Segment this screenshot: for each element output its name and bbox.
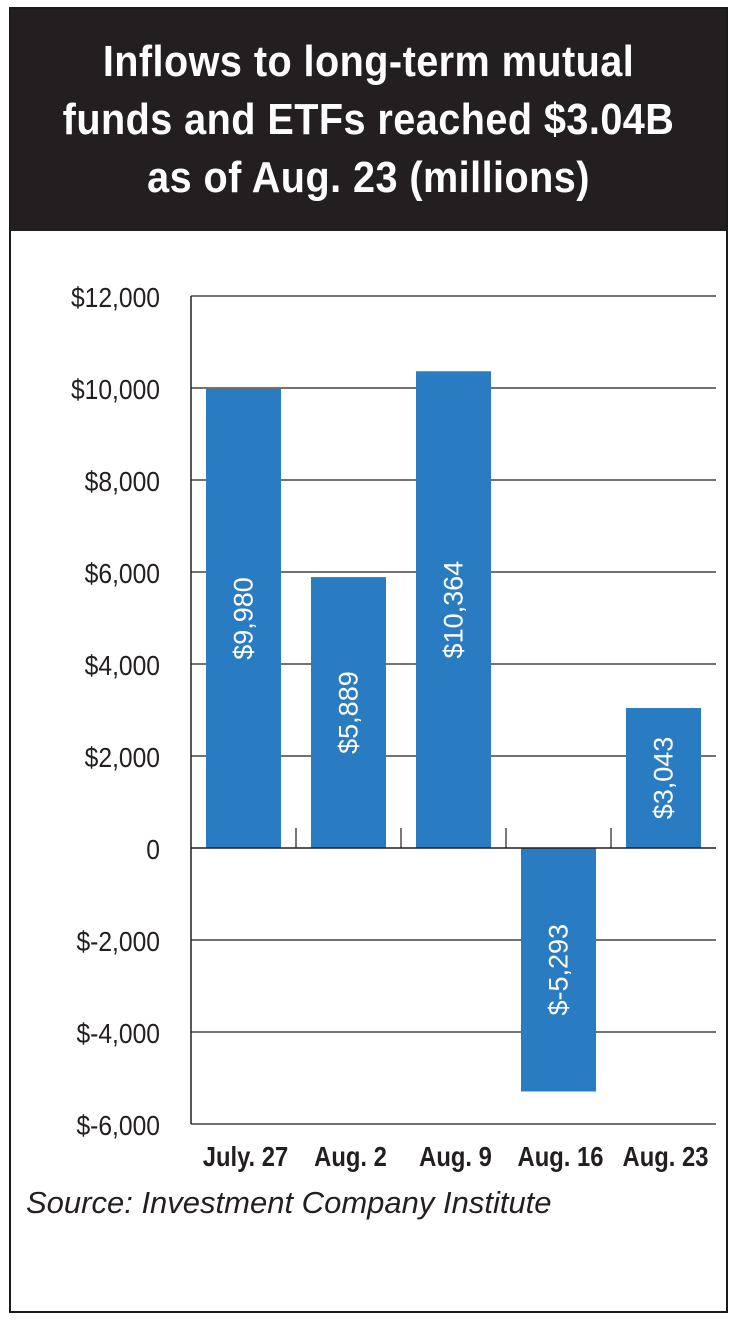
x-axis-tick-labels: July. 27 Aug. 2 Aug. 9 Aug. 16 Aug. 23 [203, 1140, 709, 1172]
chart-title: Inflows to long-term mutual funds and ET… [47, 33, 691, 207]
y-tick-label: $-6,000 [76, 1110, 160, 1142]
bar [416, 371, 491, 848]
y-tick-label: $10,000 [71, 374, 160, 406]
bar [311, 577, 386, 848]
bar [206, 388, 281, 848]
title-line-3: as of Aug. 23 (millions) [147, 153, 590, 202]
title-line-1: Inflows to long-term mutual [102, 37, 635, 86]
x-tick-label: Aug. 2 [314, 1140, 387, 1172]
x-tick-label: Aug. 16 [518, 1140, 604, 1172]
title-line-2: funds and ETFs reached $3.04B [62, 95, 675, 144]
y-tick-label: $-2,000 [76, 926, 160, 958]
chart-header: Inflows to long-term mutual funds and ET… [11, 9, 726, 231]
source-note: Source: Investment Company Institute [26, 1185, 552, 1220]
y-tick-label: 0 [146, 834, 160, 866]
bar-data-label: $10,364 [439, 561, 469, 659]
bar-data-labels: $9,980 $5,889 $10,364 $-5,293 $3,043 [229, 561, 679, 1016]
y-tick-label: $8,000 [85, 466, 160, 498]
axes [190, 296, 716, 1124]
y-tick-label: $6,000 [85, 558, 160, 590]
bars [206, 371, 701, 1092]
bar [626, 708, 701, 848]
y-tick-label: $-4,000 [76, 1018, 160, 1050]
y-tick-label: $4,000 [85, 650, 160, 682]
x-tick-label: July. 27 [203, 1140, 289, 1172]
x-tick-label: Aug. 23 [623, 1140, 709, 1172]
bar-data-label: $5,889 [334, 671, 364, 754]
y-tick-label: $12,000 [71, 282, 160, 314]
y-axis-tick-labels: $12,000 $10,000 $8,000 $6,000 $4,000 $2,000 0 $… [71, 282, 160, 1142]
bar-data-label: $-5,293 [544, 924, 574, 1016]
bar-data-label: $3,043 [649, 737, 679, 820]
chart-frame: Inflows to long-term mutual funds and ET… [9, 7, 728, 1313]
bar-data-label: $9,980 [229, 577, 259, 660]
x-tick-label: Aug. 9 [419, 1140, 492, 1172]
bar [521, 848, 596, 1092]
y-tick-label: $2,000 [85, 742, 160, 774]
